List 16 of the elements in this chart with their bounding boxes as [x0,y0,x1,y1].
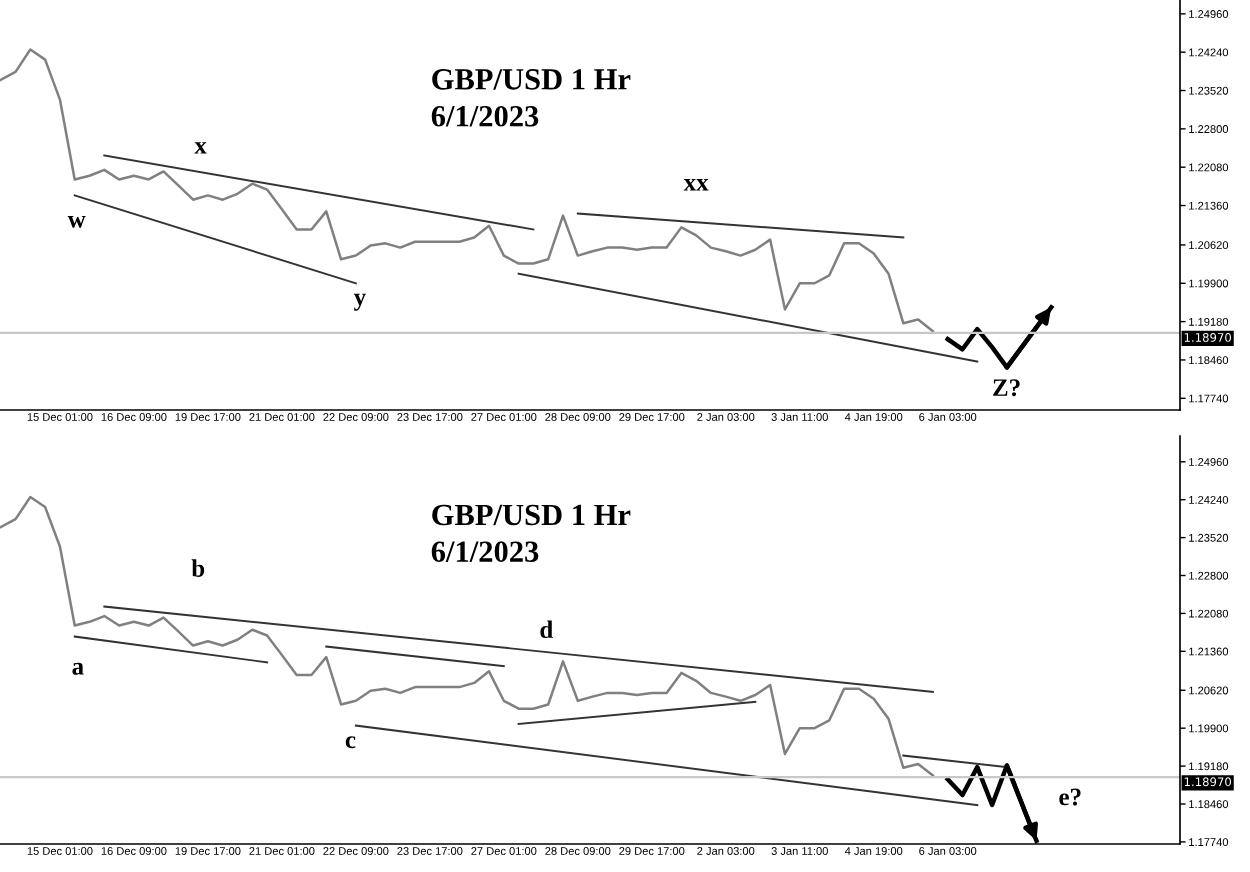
annotation: e? [1059,788,1081,806]
text: GBP/USD 1 Hr [432,69,631,90]
annotation: x [194,142,207,154]
annotation: w [67,215,86,228]
annotation: Z? [993,379,1020,397]
annotation: c [345,736,356,749]
annotation: y [353,293,366,311]
annotation: b [191,559,205,577]
text: 6/1/2023 [431,105,539,127]
annotation: xx [683,179,709,191]
text: 6/1/2023 [431,541,539,562]
line-series [0,48,935,333]
annotation: d [540,620,554,639]
annotation: a [72,662,84,675]
text: GBP/USD 1 Hr [432,504,631,526]
line-series [0,495,935,777]
